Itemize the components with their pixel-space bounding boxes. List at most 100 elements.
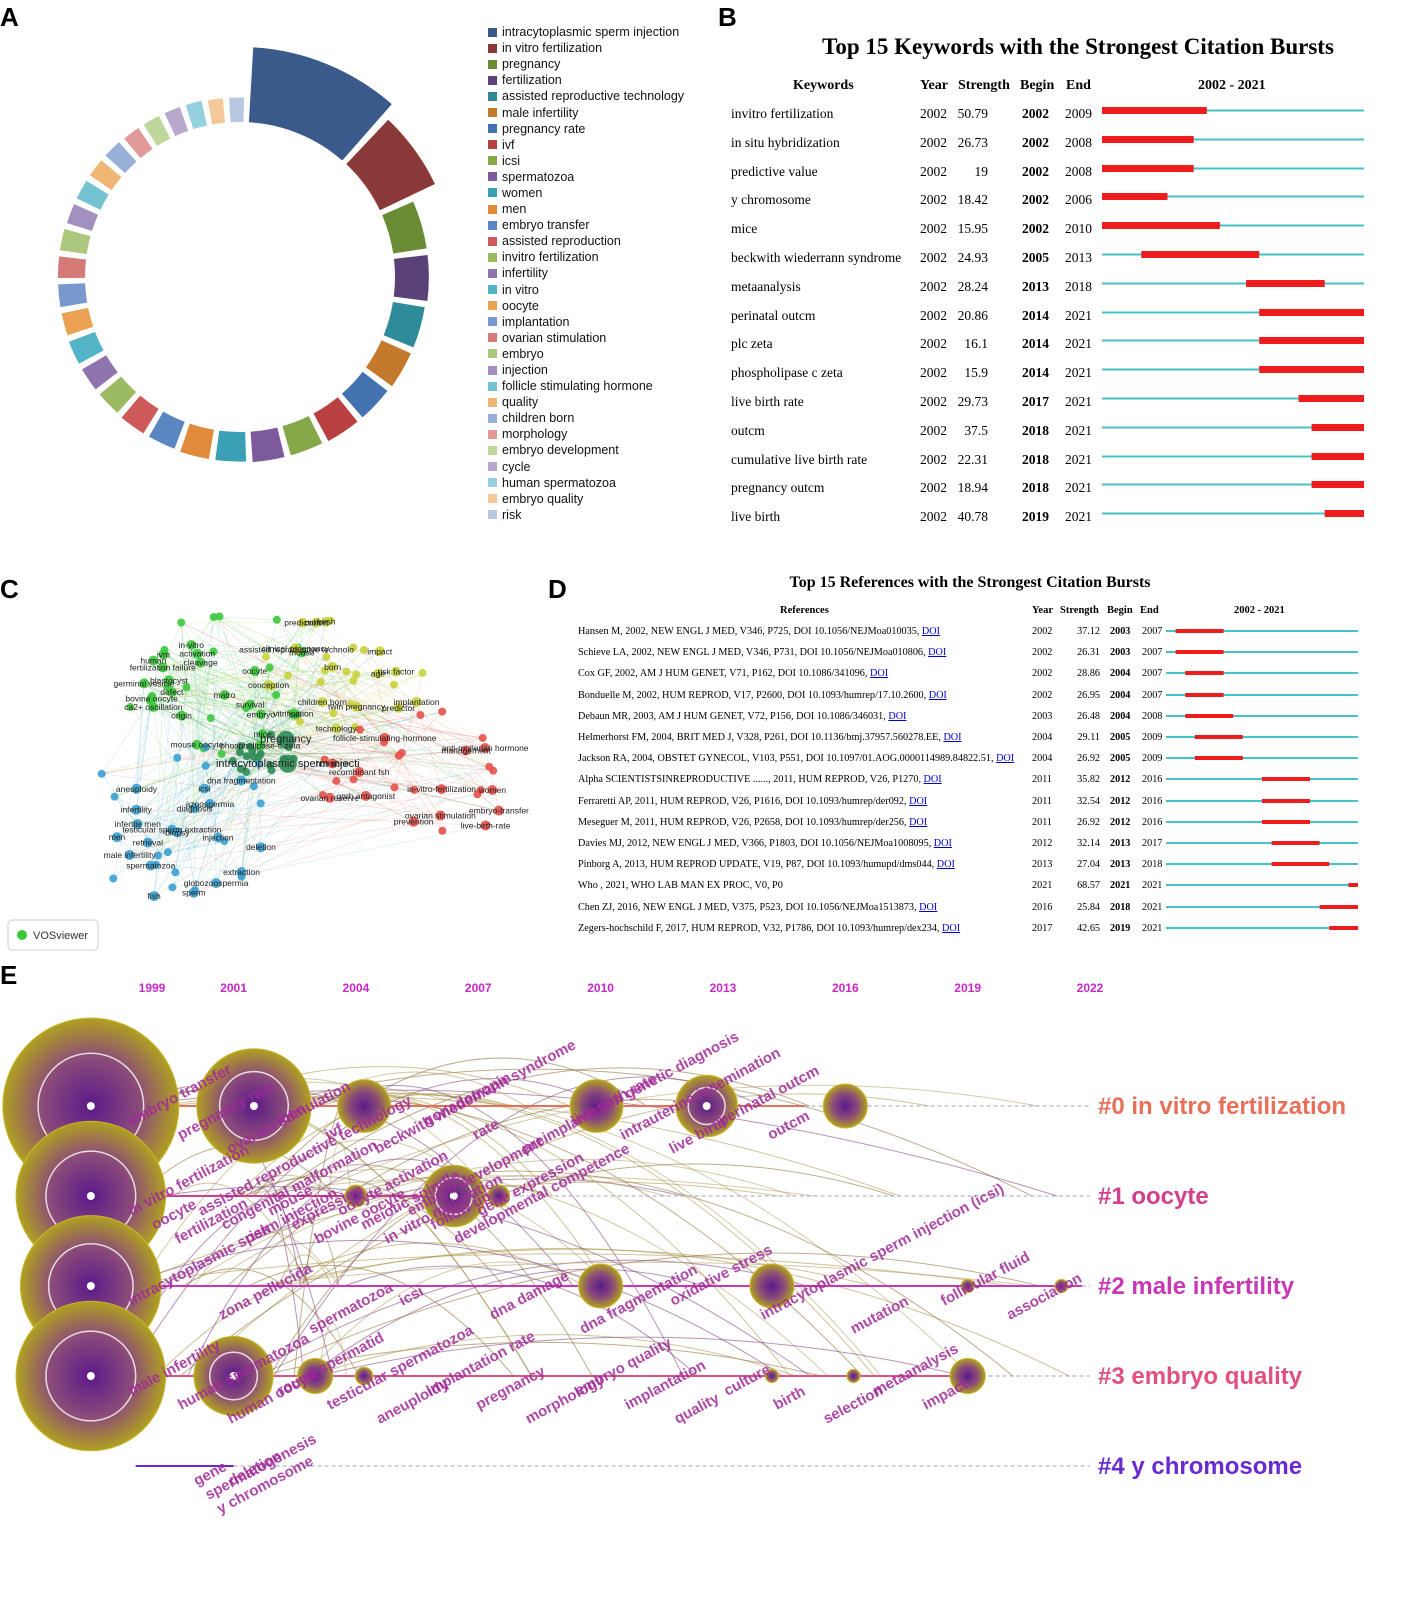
network-edges	[101, 616, 500, 897]
keyword-row-strength: 29.73	[957, 394, 988, 409]
network-edge	[193, 815, 441, 893]
keyword-row-strength: 28.24	[957, 278, 988, 294]
donut-slice-3	[393, 254, 429, 301]
keyword-row-begin: 2002	[1022, 163, 1049, 179]
network-edge	[241, 694, 277, 781]
legend-swatch	[488, 333, 497, 343]
reference-row: Debaun MR, 2003, AM J HUM GENET, V72, P1…	[570, 711, 1400, 732]
legend-item: children born	[488, 410, 728, 426]
timeline-year-tick: 2022	[1077, 981, 1104, 995]
network-node-label: mouse	[289, 647, 315, 657]
network-edge	[153, 660, 399, 709]
reference-row-strength: 68.57	[1077, 880, 1100, 892]
keyword-row: cumulative live birth rate 2002 22.31 2018 2…	[731, 452, 1408, 481]
network-node	[166, 824, 177, 835]
network-edge	[322, 649, 365, 703]
legend-label: implantation	[502, 314, 570, 329]
network-node	[438, 826, 447, 835]
network-node	[254, 759, 263, 768]
network-edge	[137, 672, 423, 825]
network-edge	[152, 695, 417, 703]
network-edge	[301, 652, 500, 811]
network-edge	[186, 687, 207, 766]
keyword-row-strength: 50.79	[957, 106, 988, 121]
timeline-term-label: impact	[920, 1376, 971, 1414]
network-edge	[288, 729, 361, 748]
network-node	[327, 661, 338, 672]
network-node	[215, 612, 224, 621]
network-edge	[416, 701, 490, 767]
panel-b-col-keywords: Keywords	[793, 78, 854, 93]
reference-doi-link[interactable]: DOI	[919, 901, 938, 913]
reference-doi-link[interactable]: DOI	[888, 710, 907, 722]
legend-item: invitro fertilization	[488, 249, 728, 265]
keyword-row-strength: 24.93	[957, 250, 988, 265]
network-edge	[136, 695, 153, 789]
legend-label: embryo	[502, 346, 544, 361]
reference-row-text: Cox GF, 2002, AM J HUM GENET, V71, P162,…	[578, 668, 888, 679]
reference-doi-link[interactable]: DOI	[928, 689, 947, 701]
network-edge	[101, 700, 151, 774]
network-edge	[260, 714, 324, 796]
legend-item: intracytoplasmic sperm injection	[488, 24, 728, 40]
reference-doi-link[interactable]: DOI	[909, 816, 928, 828]
reference-row-begin: 2012	[1110, 816, 1131, 828]
reference-row-end: 2016	[1142, 795, 1163, 807]
reference-doi-link[interactable]: DOI	[996, 753, 1015, 765]
timeline-year-tick: 2010	[587, 981, 614, 995]
reference-doi-link[interactable]: DOI	[942, 922, 961, 934]
network-edge	[136, 672, 423, 790]
reference-doi-link[interactable]: DOI	[936, 859, 955, 871]
network-node	[199, 783, 210, 794]
network-edge	[271, 686, 442, 790]
network-edge	[215, 770, 272, 884]
keyword-row-keyword: phospholipase c zeta	[731, 365, 843, 381]
reference-doi-link[interactable]: DOI	[928, 647, 947, 659]
network-node	[152, 860, 161, 869]
network-edge	[150, 704, 251, 866]
reference-row: Cox GF, 2002, AM J HUM GENET, V71, P162,…	[570, 668, 1400, 689]
network-node-label: testicular sperm extraction	[122, 825, 221, 835]
reference-doi-link[interactable]: DOI	[921, 626, 941, 637]
reference-row: Ferraretti AP, 2011, HUM REPROD, V26, P1…	[570, 796, 1400, 817]
network-node	[480, 743, 491, 754]
reference-row-text: Davies MJ, 2012, NEW ENGL J MED, V366, P…	[578, 838, 952, 849]
reference-doi-link[interactable]: DOI	[870, 668, 889, 680]
keyword-row-5-bar	[1102, 251, 1364, 258]
timeline-arc	[172, 1182, 310, 1287]
reference-row-text: Meseguer M, 2011, HUM REPROD, V26, P2658…	[578, 817, 927, 828]
panel-d-title: Top 15 References with the Strongest Cit…	[789, 574, 1151, 591]
legend-item: icsi	[488, 153, 728, 169]
keyword-row: live birth rate 2002 29.73 2017 2021	[731, 394, 1408, 423]
keyword-row-strength: 15.9	[964, 365, 988, 381]
timeline-node	[569, 1079, 624, 1133]
legend-item: fertilization	[488, 72, 728, 88]
network-node	[316, 677, 325, 686]
donut-slice-24	[105, 142, 137, 174]
reference-row-strength: 35.82	[1077, 774, 1100, 786]
legend-label: embryo transfer	[502, 218, 590, 233]
reference-doi-link[interactable]: DOI	[909, 795, 928, 807]
network-edge	[136, 680, 354, 810]
network-edge	[205, 745, 241, 748]
reference-row-year: 2017	[1032, 922, 1053, 934]
network-edge	[194, 768, 242, 809]
reference-row: Who , 2021, WHO LAB MAN EX PROC, V0, P0 …	[570, 880, 1400, 901]
reference-row-4-burst	[1185, 713, 1234, 718]
network-edge	[114, 796, 195, 893]
timeline-arc	[269, 1184, 550, 1377]
panel-d-letter: D	[548, 574, 567, 604]
reference-doi-link[interactable]: DOI	[923, 774, 942, 786]
keyword-row-12-burst	[1311, 452, 1364, 460]
keyword-row-year: 2002	[920, 106, 947, 121]
network-node	[411, 696, 422, 707]
reference-doi-link[interactable]: DOI	[933, 838, 952, 849]
network-node-label: men	[109, 832, 126, 842]
network-edge	[151, 698, 261, 746]
network-node	[171, 868, 180, 877]
reference-row-begin: 2003	[1110, 647, 1131, 659]
keyword-row-year: 2002	[920, 250, 947, 265]
reference-doi-link[interactable]: DOI	[943, 732, 962, 743]
network-edge	[167, 793, 478, 853]
timeline-node-core	[86, 1102, 95, 1110]
